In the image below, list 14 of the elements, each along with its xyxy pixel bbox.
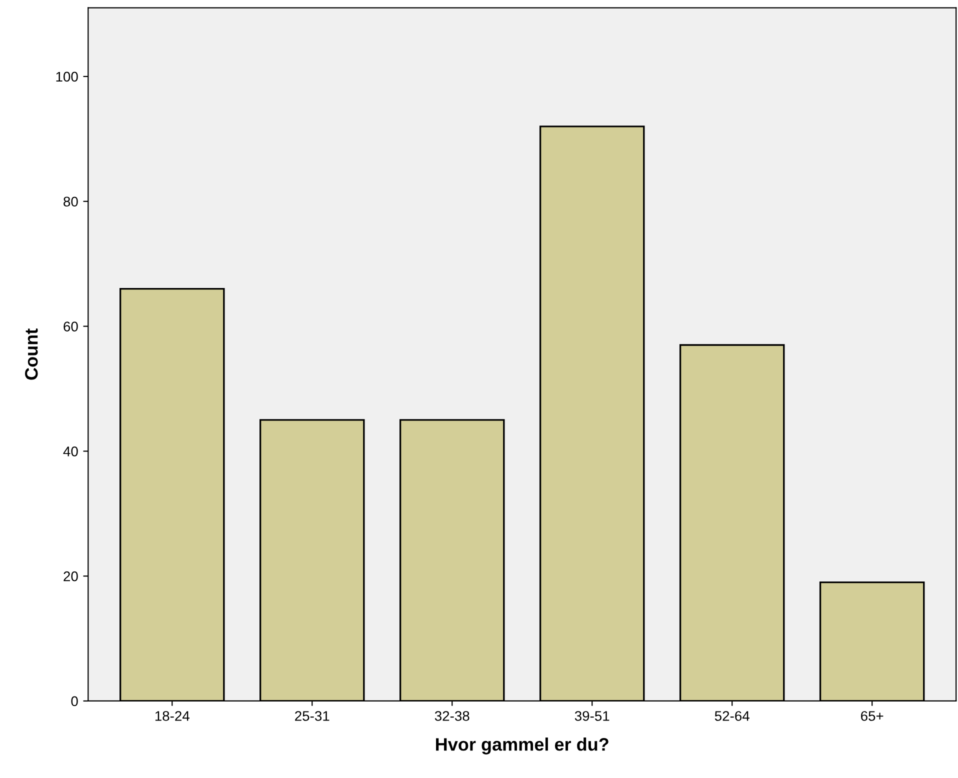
x-tick-label: 65+ bbox=[861, 711, 884, 721]
y-tick-label: 80 bbox=[64, 196, 78, 207]
x-tick-label: 52-64 bbox=[714, 711, 750, 721]
y-tick-label: 0 bbox=[71, 696, 78, 706]
y-tick-label: 60 bbox=[64, 322, 78, 332]
x-axis-title: Hvor gammel er du? bbox=[436, 738, 608, 754]
x-tick-label: 18-24 bbox=[155, 711, 190, 721]
x-tick-label: 39-51 bbox=[574, 711, 610, 721]
x-tick-label: 32-38 bbox=[434, 711, 470, 721]
y-tick-label: 40 bbox=[63, 446, 78, 456]
x-tick-label: 25-31 bbox=[295, 711, 330, 721]
y-axis-title: Count bbox=[25, 328, 38, 380]
y-tick-label: 20 bbox=[64, 571, 78, 582]
y-tick-label: 100 bbox=[56, 72, 78, 82]
